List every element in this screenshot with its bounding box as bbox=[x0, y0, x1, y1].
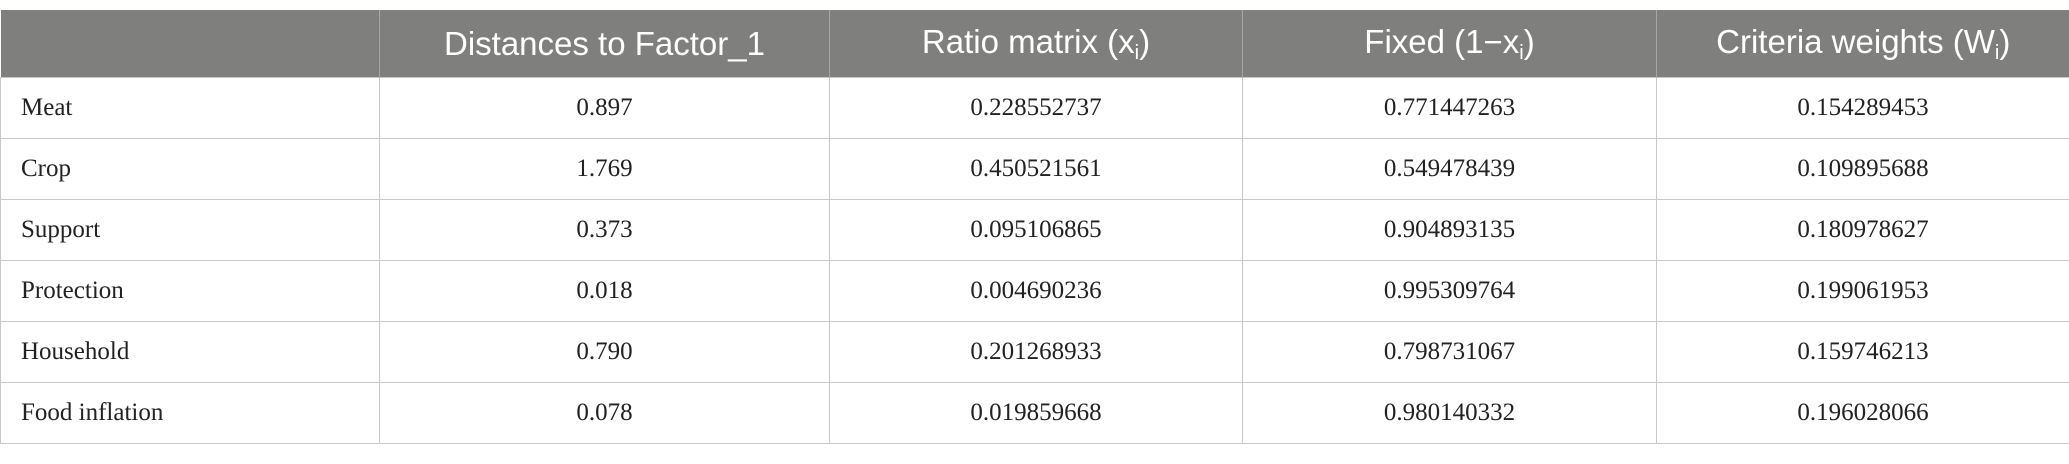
cell: 0.019859668 bbox=[829, 382, 1243, 444]
cell: 0.078 bbox=[379, 382, 830, 444]
header-cell: Distances to Factor_1 bbox=[379, 10, 830, 78]
cell: 0.549478439 bbox=[1242, 138, 1657, 200]
table-body: Meat 0.897 0.228552737 0.771447263 0.1542894… bbox=[0, 77, 2069, 444]
header-text: Criteria weights (W bbox=[1716, 22, 1995, 60]
cell: 0.109895688 bbox=[1656, 138, 2069, 200]
header-subscript: i bbox=[1519, 41, 1524, 64]
cell: 0.228552737 bbox=[829, 77, 1243, 139]
row-label: Food inflation bbox=[0, 382, 380, 444]
header-text: Distances to Factor_1 bbox=[444, 24, 765, 62]
cell: 0.790 bbox=[379, 321, 830, 383]
row-label: Protection bbox=[0, 260, 380, 322]
cell: 0.995309764 bbox=[1242, 260, 1657, 322]
cell: 0.980140332 bbox=[1242, 382, 1657, 444]
cell: 0.180978627 bbox=[1656, 199, 2069, 261]
row-label: Crop bbox=[0, 138, 380, 200]
cell: 0.798731067 bbox=[1242, 321, 1657, 383]
row-label: Meat bbox=[0, 77, 380, 139]
header-cell: Criteria weights (Wi) bbox=[1656, 10, 2069, 78]
header-text: ) bbox=[1523, 22, 1535, 60]
cell: 0.196028066 bbox=[1656, 382, 2069, 444]
table-row: Crop 1.769 0.450521561 0.549478439 0.1098956… bbox=[0, 138, 2069, 200]
table-row: Support 0.373 0.095106865 0.904893135 0.1809… bbox=[0, 199, 2069, 261]
cell: 0.199061953 bbox=[1656, 260, 2069, 322]
cell: 0.154289453 bbox=[1656, 77, 2069, 139]
header-row: Distances to Factor_1 Ratio matrix (xi) Fi… bbox=[0, 10, 2069, 78]
header-text: ) bbox=[1999, 22, 2011, 60]
cell: 0.897 bbox=[379, 77, 830, 139]
cell: 0.095106865 bbox=[829, 199, 1243, 261]
header-text: Ratio matrix (x bbox=[921, 22, 1135, 60]
table-row: Meat 0.897 0.228552737 0.771447263 0.1542894… bbox=[0, 77, 2069, 139]
header-cell: Fixed (1−xi) bbox=[1242, 10, 1657, 78]
table-row: Food inflation 0.078 0.019859668 0.98014033… bbox=[0, 382, 2069, 444]
cell: 0.018 bbox=[379, 260, 830, 322]
row-label: Support bbox=[0, 199, 380, 261]
table-row: Household 0.790 0.201268933 0.798731067 0.15… bbox=[0, 321, 2069, 383]
cell: 0.159746213 bbox=[1656, 321, 2069, 383]
cell: 0.904893135 bbox=[1242, 199, 1657, 261]
table: Distances to Factor_1 Ratio matrix (xi) Fi… bbox=[0, 10, 2069, 444]
header-cell bbox=[0, 10, 380, 78]
header-text: ) bbox=[1139, 22, 1151, 60]
table-container: Distances to Factor_1 Ratio matrix (xi) Fi… bbox=[0, 10, 2069, 444]
cell: 0.004690236 bbox=[829, 260, 1243, 322]
header-cell: Ratio matrix (xi) bbox=[829, 10, 1243, 78]
header-subscript: i bbox=[1994, 41, 2000, 64]
cell: 0.201268933 bbox=[829, 321, 1243, 383]
cell: 1.769 bbox=[379, 138, 830, 200]
cell: 0.373 bbox=[379, 199, 830, 261]
cell: 0.771447263 bbox=[1242, 77, 1657, 139]
cell: 0.450521561 bbox=[829, 138, 1243, 200]
row-label: Household bbox=[0, 321, 380, 383]
header-subscript: i bbox=[1134, 41, 1140, 64]
table-row: Protection 0.018 0.004690236 0.995309764 0.1… bbox=[0, 260, 2069, 322]
header-text: Fixed (1−x bbox=[1364, 22, 1520, 60]
